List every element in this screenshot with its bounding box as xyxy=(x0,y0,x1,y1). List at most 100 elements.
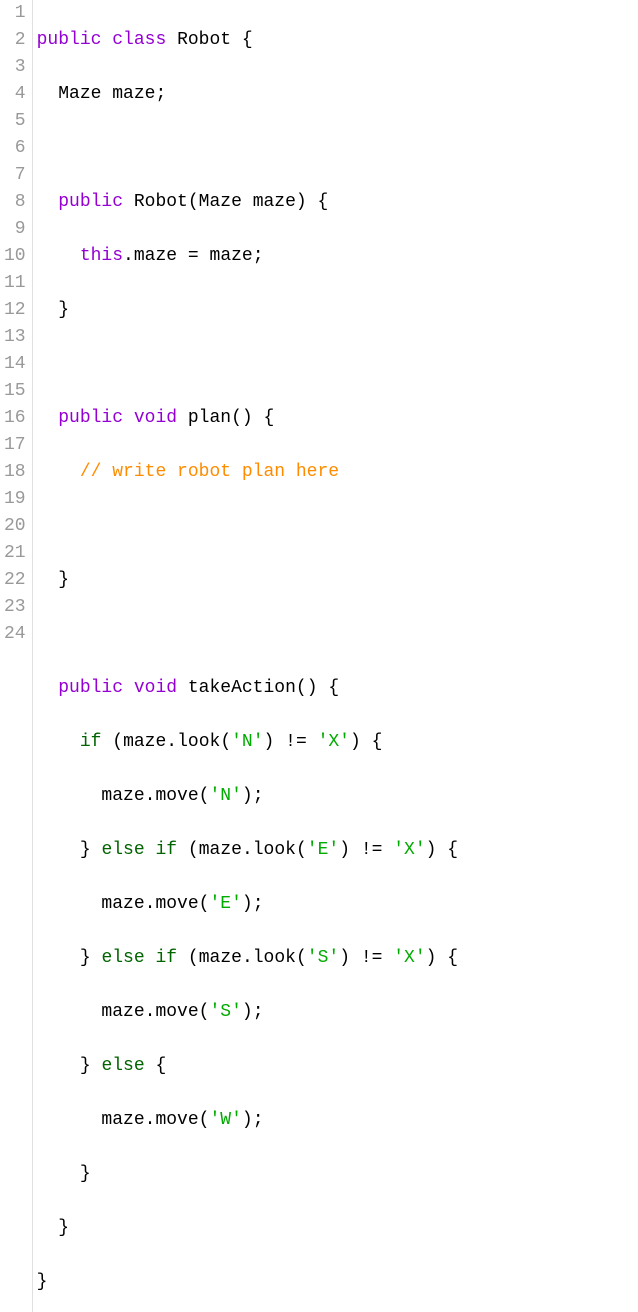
code-line[interactable]: } xyxy=(37,1269,638,1296)
brace-close: } xyxy=(80,948,91,968)
code-line[interactable]: public Robot(Maze maze) { xyxy=(37,189,638,216)
paren-close: ) xyxy=(426,840,437,860)
line-number: 11 xyxy=(0,270,32,297)
paren-close: ) xyxy=(242,894,253,914)
line-number: 21 xyxy=(0,540,32,567)
paren-open: ( xyxy=(296,678,307,698)
code-line[interactable]: maze.move('N'); xyxy=(37,783,638,810)
code-line[interactable]: } xyxy=(37,297,638,324)
line-gutter: 1 2 3 4 5 6 7 8 9 10 11 12 13 14 15 16 1… xyxy=(0,0,33,1312)
method-takeaction: takeAction xyxy=(188,678,296,698)
code-line[interactable]: maze.move('W'); xyxy=(37,1107,638,1134)
keyword-if: if xyxy=(155,840,177,860)
type-name: Maze xyxy=(58,84,101,104)
dot: . xyxy=(123,246,134,266)
method-plan: plan xyxy=(188,408,231,428)
semicolon: ; xyxy=(253,246,264,266)
paren-close: ) xyxy=(339,948,350,968)
code-line[interactable]: } xyxy=(37,1161,638,1188)
paren-close: ) xyxy=(242,1110,253,1130)
paren-open: ( xyxy=(220,732,231,752)
line-number: 5 xyxy=(0,108,32,135)
paren-close: ) xyxy=(339,840,350,860)
dot: . xyxy=(145,1110,156,1130)
code-line[interactable]: if (maze.look('N') != 'X') { xyxy=(37,729,638,756)
line-number: 1 xyxy=(0,0,32,27)
paren-open: ( xyxy=(199,894,210,914)
var-ref: maze xyxy=(199,948,242,968)
paren-close: ) xyxy=(242,786,253,806)
keyword-class: class xyxy=(112,30,166,50)
keyword-if: if xyxy=(155,948,177,968)
code-line[interactable]: // write robot plan here xyxy=(37,459,638,486)
paren-close: ) xyxy=(350,732,361,752)
paren-close: ) xyxy=(242,408,253,428)
line-number: 6 xyxy=(0,135,32,162)
line-number: 2 xyxy=(0,27,32,54)
code-line[interactable]: maze.move('S'); xyxy=(37,999,638,1026)
code-line[interactable]: maze.move('E'); xyxy=(37,891,638,918)
char-literal-e: 'E' xyxy=(307,840,339,860)
var-ref: maze xyxy=(123,732,166,752)
brace-open: { xyxy=(447,840,458,860)
brace-open: { xyxy=(318,192,329,212)
brace-close: } xyxy=(37,1272,48,1292)
keyword-public: public xyxy=(58,408,123,428)
keyword-void: void xyxy=(134,678,177,698)
method-call: look xyxy=(253,948,296,968)
paren-open: ( xyxy=(112,732,123,752)
keyword-public: public xyxy=(58,678,123,698)
paren-close: ) xyxy=(242,1002,253,1022)
code-line[interactable]: } xyxy=(37,567,638,594)
semicolon: ; xyxy=(253,1110,264,1130)
line-number: 12 xyxy=(0,297,32,324)
code-line[interactable]: public void takeAction() { xyxy=(37,675,638,702)
paren-open: ( xyxy=(188,840,199,860)
line-number: 14 xyxy=(0,351,32,378)
assign: = xyxy=(188,246,199,266)
var-ref: maze xyxy=(101,1110,144,1130)
paren-close: ) xyxy=(426,948,437,968)
paren-close: ) xyxy=(307,678,318,698)
line-number: 16 xyxy=(0,405,32,432)
var-ref: maze xyxy=(101,786,144,806)
paren-open: ( xyxy=(188,192,199,212)
code-line[interactable]: } else if (maze.look('E') != 'X') { xyxy=(37,837,638,864)
field-maze: maze xyxy=(112,84,155,104)
code-line[interactable]: Maze maze; xyxy=(37,81,638,108)
brace-open: { xyxy=(447,948,458,968)
code-line[interactable]: public class Robot { xyxy=(37,27,638,54)
field-ref: maze xyxy=(134,246,177,266)
dot: . xyxy=(145,894,156,914)
paren-open: ( xyxy=(296,840,307,860)
code-line[interactable] xyxy=(37,513,638,540)
op-ne: != xyxy=(361,840,383,860)
var-ref: maze xyxy=(101,894,144,914)
code-line[interactable] xyxy=(37,621,638,648)
line-number: 24 xyxy=(0,621,32,648)
param-ref: maze xyxy=(210,246,253,266)
param-type: Maze xyxy=(199,192,242,212)
method-call: move xyxy=(155,786,198,806)
code-line[interactable]: } else if (maze.look('S') != 'X') { xyxy=(37,945,638,972)
paren-open: ( xyxy=(199,1110,210,1130)
code-line[interactable] xyxy=(37,135,638,162)
brace-close: } xyxy=(80,1056,91,1076)
code-editor[interactable]: public class Robot { Maze maze; public R… xyxy=(33,0,638,1312)
keyword-public: public xyxy=(37,30,102,50)
line-number: 18 xyxy=(0,459,32,486)
code-line[interactable]: public void plan() { xyxy=(37,405,638,432)
semicolon: ; xyxy=(253,786,264,806)
code-line[interactable] xyxy=(37,351,638,378)
line-number: 13 xyxy=(0,324,32,351)
brace-close: } xyxy=(80,1164,91,1184)
code-line[interactable]: } xyxy=(37,1215,638,1242)
brace-open: { xyxy=(264,408,275,428)
code-line[interactable]: this.maze = maze; xyxy=(37,243,638,270)
char-literal-e: 'E' xyxy=(209,894,241,914)
line-number: 23 xyxy=(0,594,32,621)
keyword-void: void xyxy=(134,408,177,428)
code-line[interactable]: } else { xyxy=(37,1053,638,1080)
char-literal-s: 'S' xyxy=(209,1002,241,1022)
semicolon: ; xyxy=(155,84,166,104)
